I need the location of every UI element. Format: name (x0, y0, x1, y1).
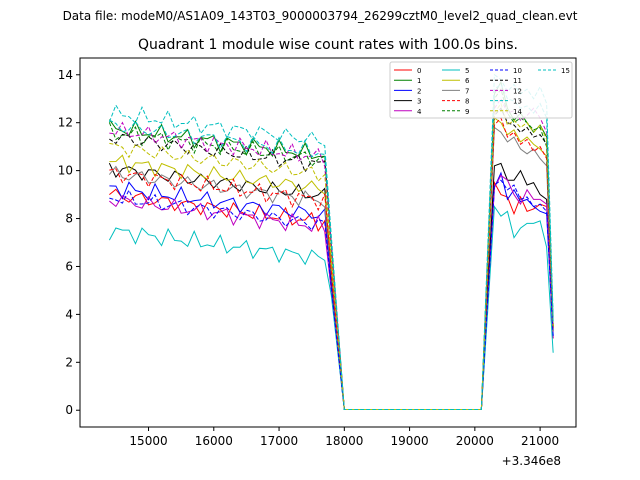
series-line-10 (109, 179, 554, 411)
y-tick-label: 10 (58, 164, 73, 178)
data-file-suptitle: Data file: modeM0/AS1A09_143T03_90000037… (63, 9, 578, 23)
x-tick-label: 21000 (521, 434, 559, 448)
legend-label-0: 0 (417, 67, 421, 75)
x-tick-label: 18000 (325, 434, 363, 448)
x-offset-label: +3.346e8 (502, 454, 561, 468)
legend-box (389, 61, 573, 119)
y-tick-label: 8 (65, 212, 73, 226)
x-tick-label: 15000 (129, 434, 167, 448)
series-line-15 (109, 83, 554, 411)
legend-label-10: 10 (513, 67, 522, 75)
legend-label-13: 13 (513, 98, 522, 106)
series-line-5 (108, 205, 554, 411)
axes-frame (79, 57, 577, 428)
y-tick-label: 14 (58, 68, 73, 82)
series-line-2 (109, 171, 554, 411)
legend-label-6: 6 (465, 77, 470, 85)
series-group (108, 73, 554, 411)
series-line-8 (109, 116, 554, 411)
legend-label-1: 1 (417, 77, 421, 85)
legend-label-9: 9 (465, 108, 469, 116)
series-line-14 (109, 102, 554, 411)
axes: 15000 16000 17000 18000 19000 20000 21000 0 2 4 6 8… (58, 57, 577, 448)
x-tick-label: 17000 (260, 434, 298, 448)
chart-title: Quadrant 1 module wise count rates with … (138, 37, 518, 53)
series-line-6 (109, 116, 554, 411)
legend-label-15: 15 (561, 67, 570, 75)
legend-label-2: 2 (417, 87, 421, 95)
y-tick-label: 2 (65, 355, 73, 369)
legend-label-4: 4 (417, 108, 422, 116)
y-tick-label: 0 (65, 403, 73, 417)
legend-label-8: 8 (465, 98, 469, 106)
y-tick-label: 6 (65, 259, 73, 273)
legend-label-3: 3 (417, 98, 421, 106)
series-line-3 (108, 162, 554, 411)
legend-label-14: 14 (513, 108, 522, 116)
plot-area (108, 73, 554, 411)
legend-label-5: 5 (465, 67, 469, 75)
y-tick-label: 4 (65, 307, 73, 321)
legend-label-7: 7 (465, 87, 469, 95)
series-line-4 (109, 174, 554, 411)
y-tick-label: 12 (58, 116, 73, 130)
x-tick-label: 16000 (195, 434, 233, 448)
legend-label-12: 12 (513, 87, 522, 95)
series-line-7 (108, 126, 554, 411)
x-tick-label: 19000 (390, 434, 428, 448)
series-line-12 (109, 97, 554, 411)
legend-label-11: 11 (513, 77, 522, 85)
x-tick-label: 20000 (456, 434, 494, 448)
